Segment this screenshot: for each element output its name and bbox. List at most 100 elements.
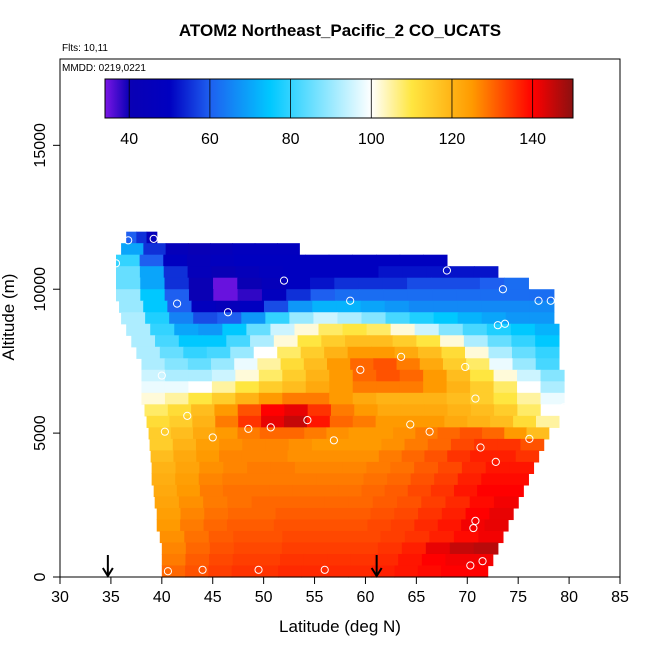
heatmap-cell: [275, 496, 301, 509]
heatmap-cell: [223, 461, 248, 474]
heatmap-cell: [222, 323, 247, 336]
heatmap-cell: [304, 427, 328, 440]
heatmap-cell: [330, 266, 356, 279]
heatmap-cell: [384, 484, 409, 498]
heatmap-cell: [280, 553, 305, 567]
sample-point: [163, 567, 173, 576]
heatmap-cell: [337, 312, 363, 325]
heatmap-cell: [370, 507, 395, 521]
heatmap-cell: [469, 553, 494, 567]
heatmap-cell: [327, 553, 352, 567]
heatmap-cell: [535, 346, 560, 359]
heatmap-cell: [342, 461, 368, 474]
heatmap-cell: [151, 461, 177, 474]
heatmap-cell: [469, 496, 495, 509]
sample-point: [461, 362, 470, 372]
x-tick-label: 50: [255, 589, 273, 606]
heatmap-cell: [423, 254, 448, 267]
heatmap-cell: [178, 496, 204, 509]
heatmap-cell: [116, 254, 141, 267]
heatmap-cell: [449, 542, 475, 555]
heatmap-cell: [445, 496, 471, 509]
heatmap-cell: [211, 358, 235, 371]
heatmap-cell: [198, 323, 223, 336]
heatmap-cell: [450, 266, 475, 279]
heatmap-cell: [334, 289, 360, 302]
heatmap-cell: [121, 312, 146, 325]
heatmap-cell: [350, 553, 376, 567]
heatmap-cell: [345, 335, 370, 348]
heatmap-cell: [517, 369, 542, 382]
heatmap-cell: [323, 507, 348, 521]
heatmap-cell: [470, 450, 494, 463]
sample-point: [525, 434, 534, 443]
heatmap-cell: [376, 392, 401, 405]
heatmap-cell: [434, 473, 459, 486]
heatmap-cell: [360, 300, 386, 313]
sample-point: [500, 319, 510, 328]
heatmap-cell: [196, 450, 220, 463]
heatmap-cell: [228, 507, 253, 521]
flight-arrow: [370, 555, 383, 578]
heatmap-cell: [409, 312, 435, 325]
heatmap-cell: [440, 335, 465, 348]
heatmap-cell: [441, 565, 465, 578]
heatmap-cell: [484, 519, 509, 532]
heatmap-cell: [407, 277, 432, 290]
sample-point: [124, 236, 133, 245]
heatmap-cell: [227, 496, 253, 509]
heatmap-cell: [457, 312, 483, 325]
heatmap-cell: [153, 484, 178, 498]
heatmap-cell: [209, 553, 234, 567]
heatmap-cell: [329, 381, 354, 394]
x-tick-label: 80: [560, 589, 578, 606]
heatmap-cell: [358, 438, 382, 451]
y-tick-label: 10000: [32, 267, 49, 312]
heatmap-cell: [165, 243, 189, 256]
heatmap-cell: [217, 312, 242, 325]
heatmap-cell: [446, 381, 471, 394]
heatmap-cell: [294, 461, 320, 474]
heatmap-cell: [399, 381, 424, 394]
heatmap-cell: [305, 254, 330, 267]
heatmap-cell: [210, 243, 234, 256]
heatmap-cell: [456, 289, 482, 302]
heatmap-cell: [353, 542, 379, 555]
heatmap-cell: [347, 346, 372, 359]
heatmap-cell: [480, 289, 506, 302]
colorbar-ticks: 40 60 80 100 120 140: [120, 79, 546, 148]
heatmap-cell: [423, 369, 448, 382]
heatmap-cell: [465, 507, 490, 521]
heatmap-cell: [473, 542, 499, 555]
heatmap-cell: [185, 553, 210, 567]
heatmap-cell: [198, 473, 223, 486]
heatmap-cell: [188, 289, 214, 302]
heatmap-cell: [175, 461, 200, 474]
heatmap-cell: [235, 369, 260, 382]
heatmap-cell: [231, 565, 256, 578]
heatmap-cell: [187, 358, 212, 371]
heatmap-cell: [246, 484, 270, 498]
heatmap-cell: [287, 450, 311, 463]
heatmap-cell: [241, 312, 266, 325]
sample-point: [183, 411, 192, 420]
heatmap-cell: [540, 392, 565, 405]
heatmap-cell: [233, 542, 259, 555]
sample-point: [476, 443, 485, 452]
heatmap-cell: [442, 358, 467, 371]
heatmap-cell: [354, 404, 379, 417]
heatmap-cell: [529, 312, 555, 325]
heatmap-cell: [154, 496, 180, 509]
heatmap-cell: [297, 335, 322, 348]
heatmap-cell: [222, 484, 247, 498]
heatmap-cell: [256, 553, 281, 567]
heatmap-cell: [258, 392, 283, 405]
heatmap-cell: [354, 266, 380, 279]
heatmap-cell: [447, 404, 472, 417]
heatmap-cell: [352, 392, 377, 405]
x-tick-label: 55: [306, 589, 324, 606]
heatmap-cell: [328, 254, 353, 267]
heatmap-cell: [161, 553, 187, 567]
heatmap-cell: [116, 289, 141, 302]
heatmap-cell: [254, 565, 279, 578]
